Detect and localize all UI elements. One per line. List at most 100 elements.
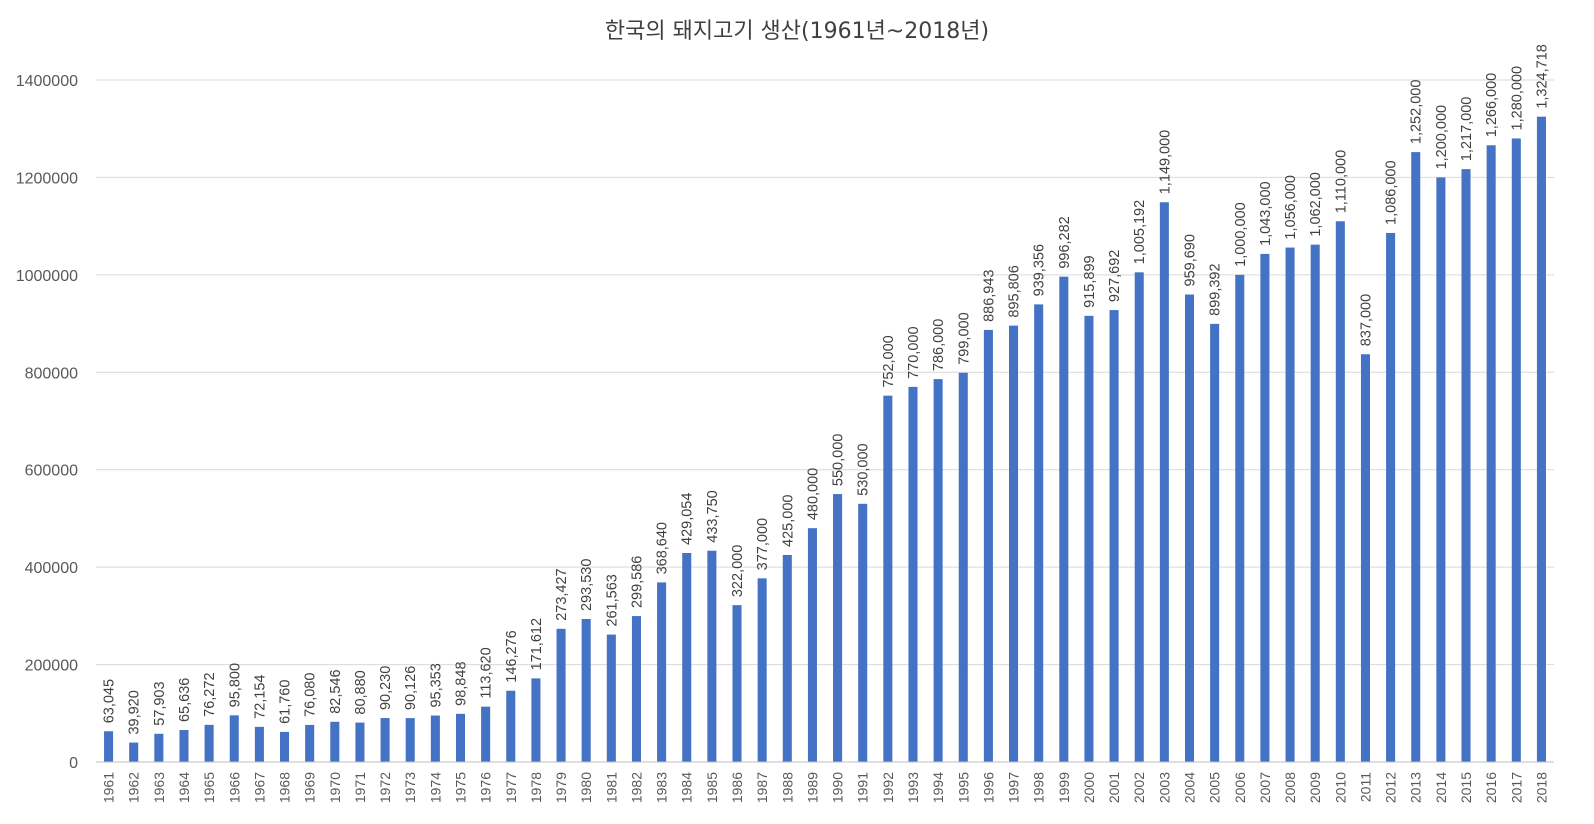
bar (1436, 177, 1446, 762)
data-label: 95,353 (428, 663, 444, 707)
data-label: 39,920 (127, 690, 143, 734)
data-label: 1,252,000 (1409, 80, 1425, 145)
bar (858, 503, 868, 762)
x-tick-label: 2016 (1483, 772, 1499, 803)
bar (455, 713, 466, 762)
bar (1486, 145, 1496, 762)
data-label: 95,800 (227, 663, 243, 707)
data-label: 65,636 (177, 678, 193, 722)
bars (104, 116, 1546, 763)
bar (1034, 304, 1044, 762)
data-label: 1,266,000 (1484, 73, 1500, 138)
y-tick-label: 600000 (25, 463, 78, 480)
bar (581, 619, 591, 762)
data-label: 72,154 (252, 674, 268, 718)
x-tick-label: 1963 (151, 772, 167, 803)
data-label: 146,276 (504, 630, 520, 682)
x-tick-label: 2000 (1081, 772, 1097, 803)
bar (556, 628, 566, 762)
x-tick-label: 1967 (251, 772, 267, 803)
data-label: 959,690 (1183, 234, 1199, 286)
bar (229, 715, 239, 762)
x-tick-label: 1995 (955, 772, 971, 803)
data-label: 996,282 (1057, 216, 1073, 268)
bar (782, 554, 792, 762)
bar (933, 379, 943, 762)
x-tick-label: 1973 (402, 772, 418, 803)
bar (1059, 276, 1069, 762)
x-tick-label: 1998 (1031, 772, 1047, 803)
chart-title: 한국의 돼지고기 생산(1961년~2018년) (605, 19, 989, 44)
x-tick-label: 1972 (377, 772, 393, 803)
y-axis-ticks: 0 200000 400000 600000 800000 1000000 1200000 1… (16, 73, 78, 772)
x-tick-label: 1984 (679, 772, 695, 803)
bar (1235, 274, 1245, 762)
data-label: 1,110,000 (1333, 150, 1349, 213)
data-label: 1,000,000 (1233, 202, 1249, 267)
data-label: 76,080 (303, 673, 319, 717)
y-tick-label: 1400000 (16, 73, 78, 90)
x-tick-label: 1992 (880, 772, 896, 803)
bar (280, 731, 290, 762)
bar (1536, 116, 1546, 762)
bar (1260, 253, 1270, 762)
x-tick-label: 1965 (201, 772, 217, 803)
bar (707, 550, 717, 762)
bar (531, 678, 541, 762)
data-label: 786,000 (931, 319, 947, 371)
x-tick-label: 2005 (1207, 772, 1223, 803)
data-label: 1,324,718 (1534, 44, 1550, 109)
x-tick-label: 1990 (830, 772, 846, 803)
x-tick-label: 1971 (352, 772, 368, 803)
data-label: 63,045 (102, 679, 118, 723)
data-label: 915,899 (1082, 255, 1098, 307)
x-tick-label: 2015 (1458, 772, 1474, 803)
bar (1109, 310, 1119, 762)
x-tick-label: 1962 (126, 772, 142, 803)
bar (380, 718, 390, 762)
data-label: 752,000 (881, 335, 897, 387)
bar (405, 718, 415, 762)
x-tick-label: 1974 (427, 772, 443, 803)
y-tick-label: 1200000 (16, 170, 78, 187)
x-tick-label: 1987 (754, 772, 770, 803)
bar (883, 395, 893, 762)
x-tick-label: 1979 (553, 772, 569, 803)
bar (833, 494, 843, 762)
x-tick-label: 2009 (1307, 772, 1323, 803)
x-tick-label: 2017 (1508, 772, 1524, 803)
y-tick-label: 1000000 (16, 268, 78, 285)
data-label: 899,392 (1208, 263, 1224, 315)
y-tick-label: 400000 (25, 560, 78, 577)
x-tick-label: 1996 (980, 772, 996, 803)
y-tick-label: 800000 (25, 365, 78, 382)
x-tick-label: 2002 (1131, 772, 1147, 803)
bar (682, 552, 692, 762)
y-tick-label: 0 (69, 755, 78, 772)
data-label: 799,000 (956, 312, 972, 364)
data-label: 273,427 (554, 568, 570, 620)
bar (1360, 354, 1370, 762)
x-tick-label: 1980 (578, 772, 594, 803)
data-label: 1,149,000 (1157, 130, 1173, 195)
x-tick-label: 2014 (1433, 772, 1449, 803)
x-tick-label: 2001 (1106, 772, 1122, 803)
bar (757, 578, 767, 762)
x-tick-label: 1975 (453, 772, 469, 803)
x-tick-label: 1986 (729, 772, 745, 803)
x-tick-label: 1993 (905, 772, 921, 803)
data-label: 261,563 (604, 574, 620, 626)
x-tick-label: 2011 (1357, 772, 1373, 802)
bar (1511, 138, 1521, 762)
x-tick-label: 1968 (277, 772, 293, 803)
data-label: 927,692 (1107, 250, 1123, 302)
x-tick-label: 1970 (327, 772, 343, 803)
x-tick-label: 1982 (628, 772, 644, 803)
x-tick-label: 2018 (1533, 772, 1549, 803)
data-label: 939,356 (1032, 244, 1048, 296)
bar (657, 582, 667, 762)
data-label: 1,005,192 (1132, 200, 1148, 265)
data-label: 433,750 (705, 490, 721, 542)
x-tick-label: 1989 (804, 772, 820, 803)
